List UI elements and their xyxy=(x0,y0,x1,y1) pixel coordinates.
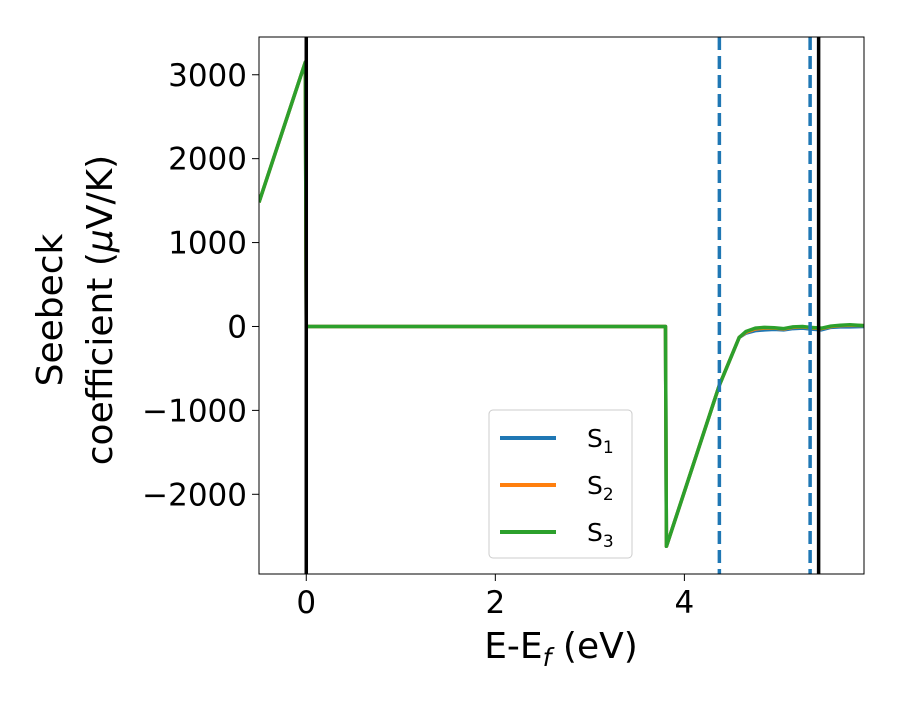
y-axis-label-mu: μ xyxy=(80,229,121,253)
x-axis-label-main: E-E xyxy=(484,626,542,667)
legend-label-s2: S2 xyxy=(587,471,614,505)
y-axis-label: Seebeck coefficient (μV/K) xyxy=(30,155,121,465)
y-tick-label: 3000 xyxy=(168,58,247,94)
x-tick-label: 4 xyxy=(675,585,695,621)
y-tick-label: 2000 xyxy=(168,142,247,178)
x-axis-label: E-Ef (eV) xyxy=(484,626,638,672)
legend-label-main: S xyxy=(587,518,603,547)
legend-label-main: S xyxy=(587,471,603,500)
axes-frame xyxy=(258,36,865,575)
y-tick-label: 0 xyxy=(227,309,247,345)
x-axis-label-unit: (eV) xyxy=(551,626,637,667)
y-axis-label-line1: Seebeck xyxy=(30,233,71,386)
y-axis-label-unit: V/K) xyxy=(80,155,121,229)
y-axis-ticks: −2000 −1000 0 1000 2000 3000 xyxy=(142,58,259,513)
y-tick-label: −2000 xyxy=(142,477,247,513)
legend-label-s3: S3 xyxy=(587,518,614,552)
legend-label-sub: 1 xyxy=(603,438,614,458)
x-tick-label: 0 xyxy=(296,585,316,621)
legend-label-sub: 3 xyxy=(603,532,614,552)
legend-label-sub: 2 xyxy=(603,485,614,505)
y-tick-label: −1000 xyxy=(142,393,247,429)
y-tick-label: 1000 xyxy=(168,226,247,262)
x-axis-ticks: 0 2 4 xyxy=(296,574,694,621)
y-axis-label-prefix: coefficient ( xyxy=(80,252,121,465)
legend-label-s1: S1 xyxy=(587,424,614,458)
legend-label-main: S xyxy=(587,424,603,453)
reference-lines xyxy=(304,37,821,574)
series-line-s3 xyxy=(259,60,864,549)
legend-box xyxy=(488,409,633,559)
plot-area xyxy=(259,60,864,549)
x-tick-label: 2 xyxy=(485,585,505,621)
y-axis-label-line2: coefficient (μV/K) xyxy=(80,155,121,465)
